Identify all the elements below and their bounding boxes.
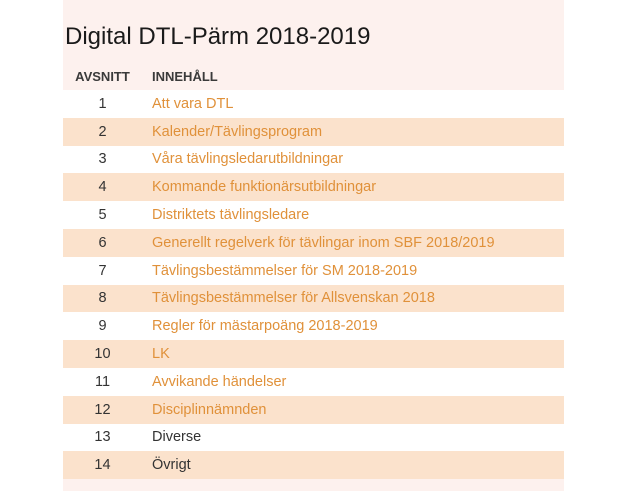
table-row: 4 Kommande funktionärsutbildningar — [63, 173, 564, 202]
column-header-innehall: INNEHÅLL — [152, 68, 218, 84]
table-row: 6 Generellt regelverk för tävlingar inom … — [63, 228, 564, 257]
page-title: Digital DTL-Pärm 2018-2019 — [65, 23, 371, 50]
section-label: Övrigt — [152, 457, 191, 474]
section-number: 2 — [63, 117, 142, 146]
section-link[interactable]: LK — [152, 346, 170, 363]
table-row: 10 LK — [63, 340, 564, 368]
section-number: 7 — [63, 256, 142, 285]
section-content-cell: Kommande funktionärsutbildningar — [142, 173, 564, 202]
section-number: 8 — [63, 284, 142, 313]
section-number: 11 — [63, 367, 142, 396]
table-row: 11 Avvikande händelser — [63, 367, 564, 396]
section-number: 4 — [63, 173, 142, 202]
section-link[interactable]: Tävlingsbestämmelser för SM 2018-2019 — [152, 262, 418, 279]
table-row: 9 Regler för mästarpoäng 2018-2019 — [63, 312, 564, 341]
table-row: 2 Kalender/Tävlingsprogram — [63, 117, 564, 146]
section-number: 14 — [63, 451, 142, 480]
section-content-cell: Tävlingsbestämmelser för Allsvenskan 201… — [142, 284, 564, 313]
section-link[interactable]: Kommande funktionärsutbildningar — [152, 179, 377, 196]
section-number: 6 — [63, 228, 142, 257]
section-link[interactable]: Disciplinnämnden — [152, 401, 267, 418]
section-content-cell: Övrigt — [142, 451, 564, 480]
section-link[interactable]: Avvikande händelser — [152, 373, 287, 390]
section-link[interactable]: Generellt regelverk för tävlingar inom S… — [152, 234, 495, 251]
section-content-cell: Kalender/Tävlingsprogram — [142, 117, 564, 146]
table-row: 1 Att vara DTL — [63, 90, 564, 118]
column-header-avsnitt: AVSNITT — [75, 68, 130, 84]
section-link[interactable]: Tävlingsbestämmelser för Allsvenskan 201… — [152, 290, 435, 307]
section-number: 13 — [63, 423, 142, 452]
section-content-cell: Att vara DTL — [142, 90, 564, 118]
section-content-cell: Regler för mästarpoäng 2018-2019 — [142, 312, 564, 341]
section-link[interactable]: Regler för mästarpoäng 2018-2019 — [152, 318, 378, 335]
section-label: Diverse — [152, 429, 202, 446]
table-row: 12 Disciplinnämnden — [63, 395, 564, 424]
section-content-cell: Avvikande händelser — [142, 367, 564, 396]
table-row: 14 Övrigt — [63, 451, 564, 480]
section-content-cell: Distriktets tävlingsledare — [142, 201, 564, 229]
contents-table: AVSNITT INNEHÅLL 1 Att vara DTL 2 Kalender/… — [63, 62, 564, 480]
table-header-row: AVSNITT INNEHÅLL — [63, 62, 564, 90]
section-content-cell: Våra tävlingsledarutbildningar — [142, 145, 564, 174]
section-link[interactable]: Våra tävlingsledarutbildningar — [152, 151, 344, 168]
section-number: 9 — [63, 312, 142, 341]
table-row: 5 Distriktets tävlingsledare — [63, 201, 564, 229]
section-link[interactable]: Kalender/Tävlingsprogram — [152, 123, 323, 140]
section-link[interactable]: Distriktets tävlingsledare — [152, 207, 310, 224]
table-row: 7 Tävlingsbestämmelser för SM 2018-2019 — [63, 256, 564, 285]
section-link[interactable]: Att vara DTL — [152, 95, 234, 112]
section-content-cell: Diverse — [142, 423, 564, 452]
section-number: 5 — [63, 201, 142, 229]
table-row: 3 Våra tävlingsledarutbildningar — [63, 145, 564, 174]
table-row: 13 Diverse — [63, 423, 564, 452]
section-content-cell: Disciplinnämnden — [142, 395, 564, 424]
table-row: 8 Tävlingsbestämmelser för Allsvenskan 20… — [63, 284, 564, 313]
section-content-cell: Tävlingsbestämmelser för SM 2018-2019 — [142, 256, 564, 285]
section-number: 10 — [63, 340, 142, 368]
section-number: 12 — [63, 395, 142, 424]
section-content-cell: LK — [142, 340, 564, 368]
section-number: 3 — [63, 145, 142, 174]
section-number: 1 — [63, 90, 142, 118]
section-content-cell: Generellt regelverk för tävlingar inom S… — [142, 228, 564, 257]
